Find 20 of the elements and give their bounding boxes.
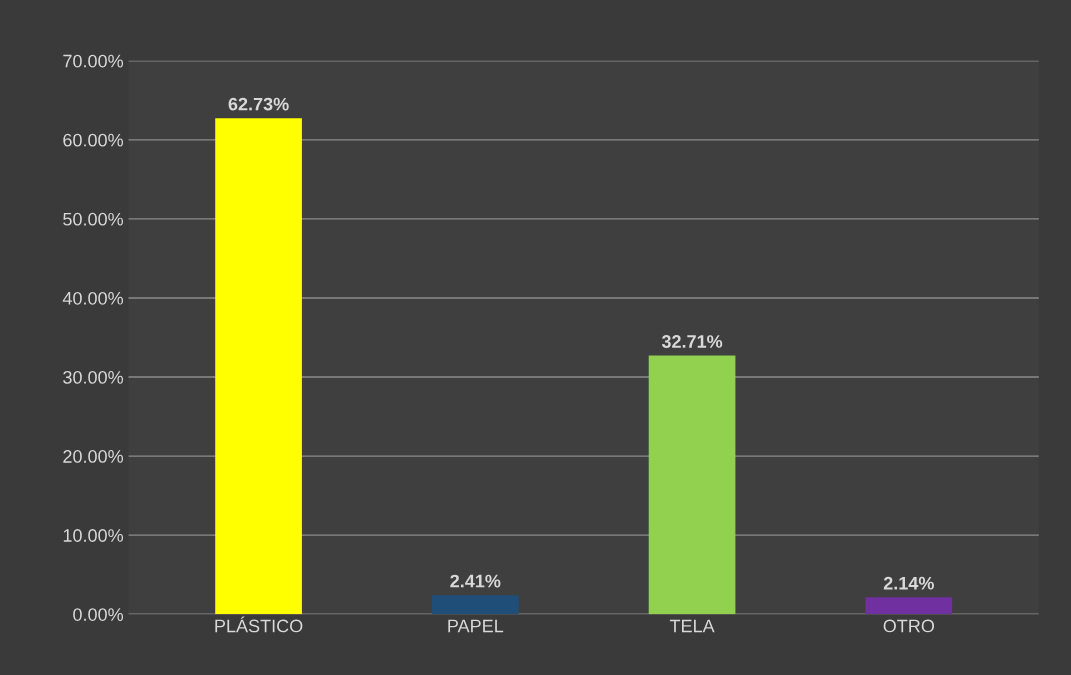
x-tick-label: PLÁSTICO [215, 616, 303, 633]
x-tick-label: OTRO [883, 619, 935, 633]
y-tick-label: 10.00% [63, 529, 124, 542]
y-tick-label: 0.00% [73, 608, 124, 621]
data-label: 62.73% [228, 97, 289, 111]
bar [431, 595, 519, 615]
y-tick-label: 60.00% [63, 133, 124, 147]
y-tick-label: 30.00% [63, 370, 124, 384]
bar [648, 355, 736, 615]
data-label: 32.71% [661, 335, 723, 348]
y-tick-label: 70.00% [63, 54, 124, 68]
y-tick-label: 40.00% [62, 291, 124, 305]
x-tick-label: PAPEL [448, 619, 504, 633]
data-label: 2.41% [450, 574, 501, 588]
bar [215, 118, 302, 615]
y-tick-label: 20.00% [63, 450, 124, 463]
bar [865, 597, 953, 615]
data-label: 2.14% [883, 576, 934, 590]
y-tick-label: 50.00% [63, 212, 124, 226]
x-tick-label: TELA [669, 619, 715, 633]
